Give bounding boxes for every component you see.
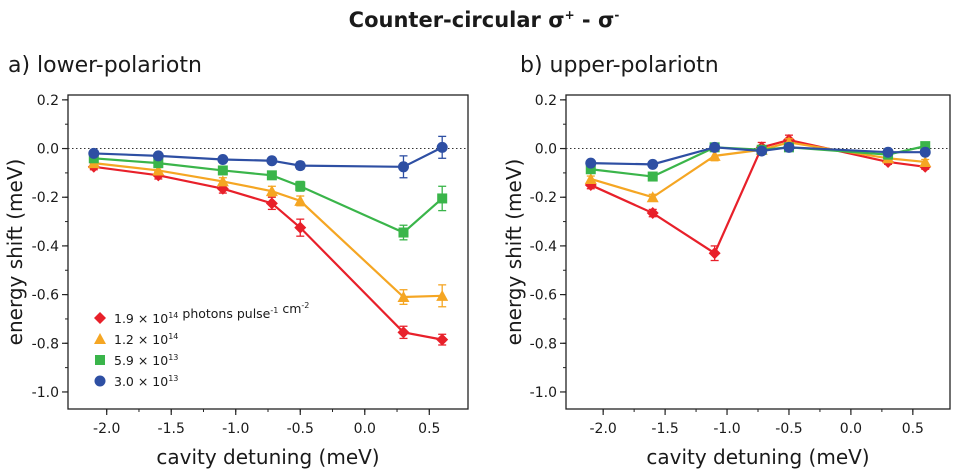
panel-b-x-tick-label: -0.5 [775, 421, 802, 437]
panel-b-x-tick-label: 0.0 [840, 421, 862, 437]
panel-b-x-tick-label: -1.5 [651, 421, 678, 437]
panel-a-x-tick-label: -1.5 [158, 421, 185, 437]
panel-b-data-point [920, 141, 931, 152]
panel-b-data-point [756, 145, 768, 157]
panel-a-y-tick-label: 0.2 [37, 93, 59, 109]
panel-a-y-tick-label: -0.6 [32, 288, 59, 304]
panel-b-series-3 [585, 141, 931, 170]
panel-b-y-tick-label: -0.8 [530, 336, 557, 352]
panel-a-data-point [397, 291, 410, 303]
panel-b-y-tick-label: 0.2 [535, 93, 557, 109]
panel-b-x-tick-label: 0.5 [902, 421, 924, 437]
figure-title: Counter-circular σ+ - σ- [348, 8, 620, 32]
panel-a-x-axis-title: cavity detuning (meV) [156, 445, 379, 469]
panel-a-data-point [436, 141, 448, 153]
panel-a-y-axis-title: energy shift (meV) [3, 159, 27, 346]
panel-b-y-tick-label: 0.0 [535, 142, 557, 158]
panel-a-data-point [216, 175, 229, 187]
panel-b-data-point [647, 158, 659, 170]
panel-b-data-point [783, 141, 795, 153]
panel-b-x-tick-label: -1.0 [713, 421, 740, 437]
legend-marker-2 [95, 355, 105, 365]
panel-a-data-point [397, 161, 409, 173]
legend-marker-3 [94, 375, 106, 387]
panel-a-data-point [437, 193, 448, 204]
panel-a-data-point [266, 170, 277, 181]
panel-b-data-point [882, 146, 894, 158]
panel-a-series-3 [88, 135, 448, 179]
panel-a-x-tick-label: 0.5 [418, 421, 440, 437]
panel-a-data-point [397, 326, 410, 339]
panel-b-data-point [585, 157, 597, 169]
panel-a-y-tick-label: -0.4 [32, 239, 59, 255]
panel-a-y-tick-label: -0.2 [32, 190, 59, 206]
panel-a-title: a) lower-polariotn [8, 53, 202, 78]
panel-a-x-tick-label: -1.0 [222, 421, 249, 437]
legend-label-2: 5.9 × 1013 [114, 353, 178, 368]
panel-a-data-point [265, 185, 278, 197]
panel-a-data-point [152, 164, 165, 176]
panel-b-title: b) upper-polariotn [520, 53, 719, 78]
panel-a-data-point [436, 289, 449, 301]
legend-marker-0 [94, 312, 106, 324]
panel-a-y-tick-label: -0.8 [32, 336, 59, 352]
panel-b-data-point [708, 247, 721, 260]
legend-label-0: 1.9 × 1014 photons pulse-1 cm-2 [114, 301, 309, 326]
panel-b-data-point [709, 141, 721, 153]
panel-b-y-axis-title: energy shift (meV) [502, 159, 526, 346]
panel-a-data-point [266, 155, 278, 167]
panel-b-data-point [647, 171, 658, 182]
panel-a-series-line [93, 162, 443, 299]
panel-a-y-tick-label: -1.0 [32, 385, 59, 401]
panel-b-data-point [646, 207, 659, 220]
panel-b-y-tick-label: -0.4 [530, 239, 557, 255]
panel-a-data-point [217, 165, 228, 176]
panel-a-series-1 [87, 157, 449, 308]
panel-a-data-point [265, 197, 278, 210]
panel-b-y-tick-label: -0.2 [530, 190, 557, 206]
panel-a-data-point [153, 158, 164, 169]
panel-a-data-point [398, 227, 409, 238]
panel-a-data-point [217, 154, 229, 166]
panel-b-data-point [708, 149, 721, 161]
panel-b-x-tick-label: -2.0 [589, 421, 616, 437]
panel-a-x-tick-label: -0.5 [287, 421, 314, 437]
panel-a-data-point [152, 150, 164, 162]
legend-label-3: 3.0 × 1013 [114, 374, 178, 389]
panel-a-data-point [436, 333, 449, 346]
panel-b-y-tick-label: -1.0 [530, 385, 557, 401]
panel-b-data-point [646, 191, 659, 203]
panel-b-data-point [584, 172, 597, 184]
panel-a-x-tick-label: -2.0 [93, 421, 120, 437]
legend-marker-1 [94, 333, 106, 344]
panel-a-x-tick-label: 0.0 [354, 421, 376, 437]
panel-b-data-point [919, 146, 931, 158]
panel-b-x-axis-title: cavity detuning (meV) [646, 445, 869, 469]
panel-a-data-point [294, 221, 307, 234]
panel-b-y-tick-label: -0.6 [530, 288, 557, 304]
panel-a-data-point [294, 160, 306, 172]
panel-a-y-tick-label: 0.0 [37, 142, 59, 158]
legend-label-1: 1.2 × 1014 [114, 332, 178, 347]
panel-a-data-point [294, 194, 307, 206]
panel-b-data-point [919, 155, 932, 167]
panel-a-data-point [295, 181, 306, 192]
panel-b-data-point [585, 164, 596, 175]
panel-a-data-point [88, 147, 100, 159]
